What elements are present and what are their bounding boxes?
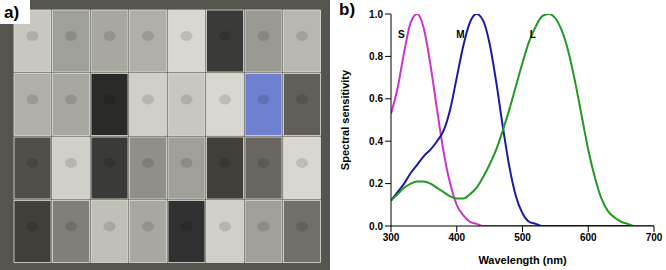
svg-text:Spectral sensitivity: Spectral sensitivity xyxy=(339,69,351,170)
svg-text:500: 500 xyxy=(514,232,531,243)
svg-text:0.0: 0.0 xyxy=(369,221,383,232)
svg-text:0.8: 0.8 xyxy=(369,51,383,62)
svg-text:700: 700 xyxy=(646,232,663,243)
html-text:b): b) xyxy=(339,0,355,19)
svg-text:0.4: 0.4 xyxy=(369,136,383,147)
svg-text:1.0: 1.0 xyxy=(369,9,383,20)
svg-text:300: 300 xyxy=(383,232,400,243)
svg-text:400: 400 xyxy=(448,232,465,243)
svg-text:0.2: 0.2 xyxy=(369,178,383,189)
svg-text:M: M xyxy=(456,29,464,40)
svg-text:S: S xyxy=(398,29,405,40)
svg-text:600: 600 xyxy=(580,232,597,243)
svg-text:L: L xyxy=(530,29,536,40)
svg-text:a): a) xyxy=(4,3,19,22)
svg-text:0.6: 0.6 xyxy=(369,93,383,104)
svg-text:Wavelength (nm): Wavelength (nm) xyxy=(478,254,567,266)
